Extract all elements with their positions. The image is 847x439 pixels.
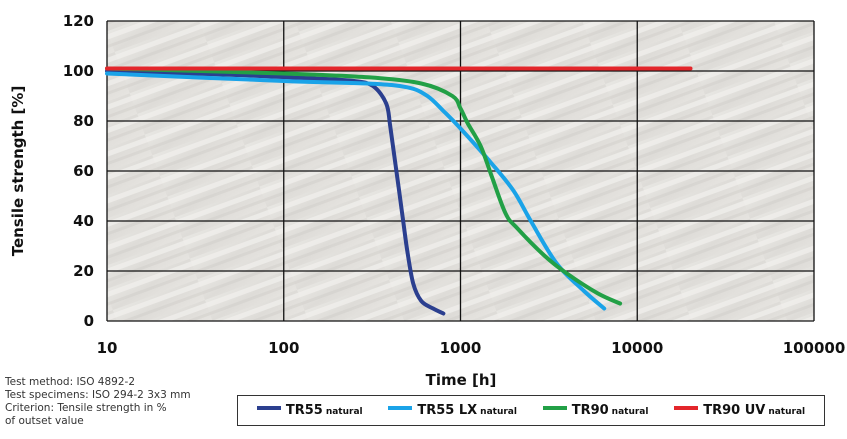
legend-label-tr90: TR90 <box>571 403 609 418</box>
y-tick-label: 80 <box>73 112 94 130</box>
series-lines <box>105 66 693 316</box>
legend-label-tr55-lx: TR55 LX <box>417 403 478 418</box>
x-axis-ticks: 10 100 1000 10000 100000 <box>97 339 846 357</box>
legend-swatch-tr90-uv <box>674 406 699 410</box>
legend-label-tr90-uv: TR90 UV <box>703 403 766 418</box>
legend-label-tr55: TR55 <box>285 403 323 418</box>
x-tick-label: 10000 <box>611 339 663 357</box>
legend-sub-tr55-lx: natural <box>480 407 517 417</box>
x-tick-label: 100 <box>268 339 299 357</box>
x-axis-title: Time [h] <box>426 371 497 389</box>
y-axis-title: Tensile strength [%] <box>9 86 27 257</box>
legend-item-tr55: TR55 natural <box>256 403 363 418</box>
legend-item-tr90: TR90 natural <box>542 403 649 418</box>
note-test-method: Test method: ISO 4892-2 <box>5 376 135 388</box>
x-tick-label: 100000 <box>783 339 846 357</box>
y-tick-label: 120 <box>63 12 94 30</box>
test-notes: Test method: ISO 4892-2 Test specimens: … <box>5 376 235 439</box>
y-tick-label: 0 <box>84 312 94 330</box>
x-tick-label: 10 <box>97 339 118 357</box>
y-tick-label: 40 <box>73 212 94 230</box>
legend-item-tr90-uv: TR90 UV natural <box>674 403 805 418</box>
y-axis-ticks: 0 20 40 60 80 100 120 <box>63 12 94 330</box>
series-line-tr55 <box>105 69 446 316</box>
legend-sub-tr90: natural <box>611 407 649 417</box>
legend-item-tr55-lx: TR55 LX natural <box>388 403 517 418</box>
y-tick-label: 20 <box>73 262 94 280</box>
legend-sub-tr90-uv: natural <box>768 407 806 417</box>
note-criterion-cont: of outset value <box>5 415 84 427</box>
legend-swatch-tr55-lx <box>388 406 413 410</box>
note-test-specimens: Test specimens: ISO 294-2 3x3 mm <box>5 389 191 401</box>
legend-swatch-tr55 <box>256 406 281 410</box>
x-tick-label: 1000 <box>440 339 482 357</box>
y-tick-label: 60 <box>73 162 94 180</box>
note-criterion: Criterion: Tensile strength in % <box>5 402 167 414</box>
series-line-tr90 <box>105 66 623 306</box>
series-line-tr55-lx <box>105 71 607 311</box>
legend-swatch-tr90 <box>542 406 567 410</box>
legend: TR55 natural TR55 LX natural TR90 natura… <box>237 395 825 426</box>
legend-sub-tr55: natural <box>325 407 363 417</box>
y-tick-label: 100 <box>63 62 94 80</box>
